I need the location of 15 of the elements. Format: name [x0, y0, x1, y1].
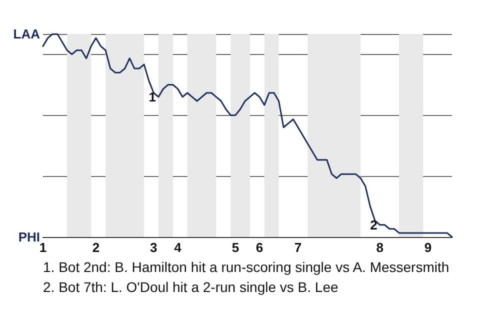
x-tick-label: 9 [424, 240, 432, 255]
text: PHI [18, 230, 40, 244]
x-tick-label: 5 [232, 240, 240, 255]
text: LAA [13, 26, 41, 42]
x-tick-label: 4 [174, 240, 182, 255]
annotation: 1 [148, 89, 156, 104]
text: 1. Bot 2nd: B. Hamilton hit a run-scoring single vs A. Messersmith [43, 259, 450, 275]
x-tick-label: 3 [150, 240, 158, 255]
x-tick-label: 8 [376, 240, 384, 255]
x-tick-label: 2 [92, 240, 100, 255]
text: 2. Bot 7th: L. O'Doul hit a 2-run single vs B. Lee [43, 279, 338, 295]
x-tick-label: 7 [294, 240, 302, 255]
x-tick-label: 1 [39, 240, 47, 255]
annotation: 2 [370, 217, 378, 232]
x-tick-label: 6 [256, 240, 264, 255]
